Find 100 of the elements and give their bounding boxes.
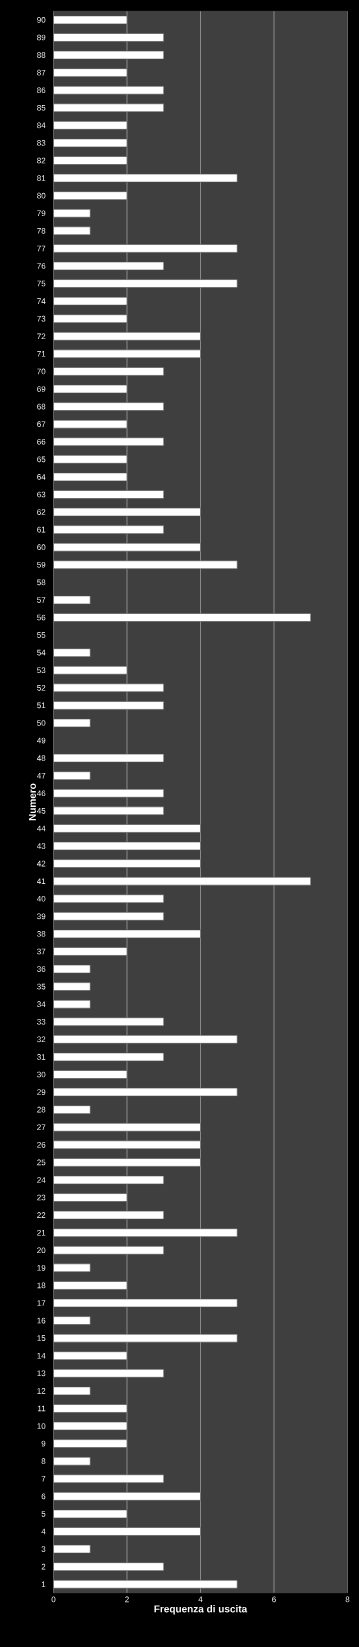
y-tick-label: 21 [37, 1229, 46, 1236]
y-tick-label: 70 [37, 368, 46, 375]
y-tick-label: 76 [37, 263, 46, 269]
y-tick-label: 26 [37, 1141, 46, 1148]
y-tick-label: 75 [37, 280, 46, 287]
y-tick-label: 82 [37, 157, 46, 164]
bar [53, 595, 91, 605]
y-tick-label: 86 [37, 87, 46, 94]
y-tick-label: 20 [37, 1247, 46, 1254]
y-tick-label: 38 [37, 931, 46, 937]
bar [53, 999, 91, 1009]
y-tick-label: 36 [37, 966, 46, 972]
y-tick-label: 10 [37, 1423, 46, 1429]
y-tick-label: 15 [37, 1335, 46, 1341]
y-tick-label: 24 [37, 1177, 46, 1183]
y-tick-label: 57 [37, 597, 46, 603]
y-tick-label: 42 [36, 860, 46, 867]
y-tick-label: 31 [37, 1054, 46, 1060]
y-tick-label: 60 [37, 544, 46, 551]
y-tick-label: 28 [37, 1106, 46, 1113]
bar [53, 1386, 91, 1396]
y-tick-label: 61 [37, 526, 46, 533]
y-tick-label: 79 [37, 210, 46, 217]
bar [53, 964, 91, 974]
y-tick-label: 37 [37, 948, 46, 955]
y-tick-label: 50 [37, 720, 46, 726]
bar [53, 982, 91, 991]
y-tick-label: 59 [37, 561, 46, 568]
bar [53, 208, 91, 218]
y-tick-label: 6 [41, 1493, 46, 1500]
bar [53, 1544, 91, 1554]
y-tick-label: 66 [37, 438, 46, 445]
y-tick-label: 33 [37, 1018, 46, 1025]
y-tick-label: 71 [37, 351, 46, 357]
y-tick-label: 25 [37, 1159, 46, 1166]
y-tick-label: 87 [37, 69, 46, 76]
x-tick-label: 0 [51, 1596, 56, 1603]
y-tick-label: 72 [37, 333, 46, 340]
y-tick-label: 77 [37, 245, 46, 252]
y-tick-label: 3 [41, 1546, 46, 1552]
x-axis-title: Frequenza di uscita [154, 1605, 248, 1615]
y-tick-label: 55 [37, 632, 46, 638]
y-tick-label: 62 [37, 509, 46, 515]
y-tick-label: 48 [36, 755, 46, 761]
y-tick-label: 5 [41, 1511, 46, 1517]
y-tick-label: 12 [37, 1388, 46, 1394]
y-tick-label: 63 [37, 491, 46, 498]
y-tick-label: 34 [37, 1001, 46, 1008]
y-tick-label: 32 [37, 1036, 46, 1043]
y-tick-label: 16 [37, 1317, 46, 1324]
y-tick-label: 85 [37, 104, 46, 111]
y-tick-label: 11 [38, 1405, 46, 1412]
y-tick-label: 22 [37, 1212, 46, 1218]
y-tick-label: 83 [37, 140, 46, 146]
y-tick-label: 52 [37, 684, 46, 691]
y-tick-label: 8 [41, 1458, 46, 1465]
y-tick-label: 9 [41, 1440, 46, 1447]
bar [53, 1263, 91, 1273]
y-tick-label: 46 [36, 790, 46, 797]
y-tick-label: 7 [41, 1476, 46, 1482]
y-tick-label: 78 [37, 227, 46, 234]
bar [53, 648, 91, 657]
y-tick-label: 64 [37, 474, 46, 480]
y-tick-label: 65 [37, 456, 46, 463]
y-tick-label: 67 [37, 421, 46, 427]
y-tick-label: 47 [36, 772, 46, 779]
y-tick-label: 43 [36, 843, 46, 849]
y-tick-label: 17 [37, 1300, 46, 1306]
y-tick-label: 30 [37, 1071, 46, 1078]
y-tick-label: 84 [37, 122, 46, 129]
y-tick-label: 27 [37, 1124, 46, 1131]
bar [53, 226, 91, 236]
y-tick-label: 19 [37, 1265, 46, 1271]
y-tick-label: 39 [37, 913, 46, 920]
y-tick-label: 81 [37, 175, 46, 181]
y-tick-label: 69 [37, 386, 46, 392]
y-tick-label: 74 [37, 298, 46, 304]
bar [53, 1456, 91, 1466]
y-tick-label: 56 [37, 614, 46, 621]
bar [53, 718, 91, 728]
y-tick-label: 73 [37, 315, 46, 322]
y-tick-label: 80 [37, 192, 46, 199]
y-tick-label: 51 [37, 702, 46, 709]
bar [53, 771, 91, 780]
bar [53, 1105, 91, 1114]
y-tick-label: 4 [41, 1528, 46, 1535]
x-tick-label: 2 [125, 1596, 129, 1603]
y-tick-label: 2 [41, 1563, 46, 1570]
y-tick-label: 90 [37, 17, 46, 23]
y-tick-label: 23 [37, 1194, 46, 1201]
y-tick-label: 58 [37, 579, 46, 586]
y-tick-label: 41 [36, 878, 46, 884]
y-tick-label: 13 [37, 1370, 46, 1377]
x-tick-label: 4 [198, 1596, 203, 1603]
y-tick-label: 14 [37, 1352, 46, 1359]
y-tick-label: 44 [36, 825, 46, 832]
y-tick-label: 89 [37, 34, 46, 41]
y-tick-label: 40 [36, 895, 46, 902]
y-tick-label: 1 [41, 1581, 46, 1587]
y-tick-label: 54 [37, 649, 46, 656]
